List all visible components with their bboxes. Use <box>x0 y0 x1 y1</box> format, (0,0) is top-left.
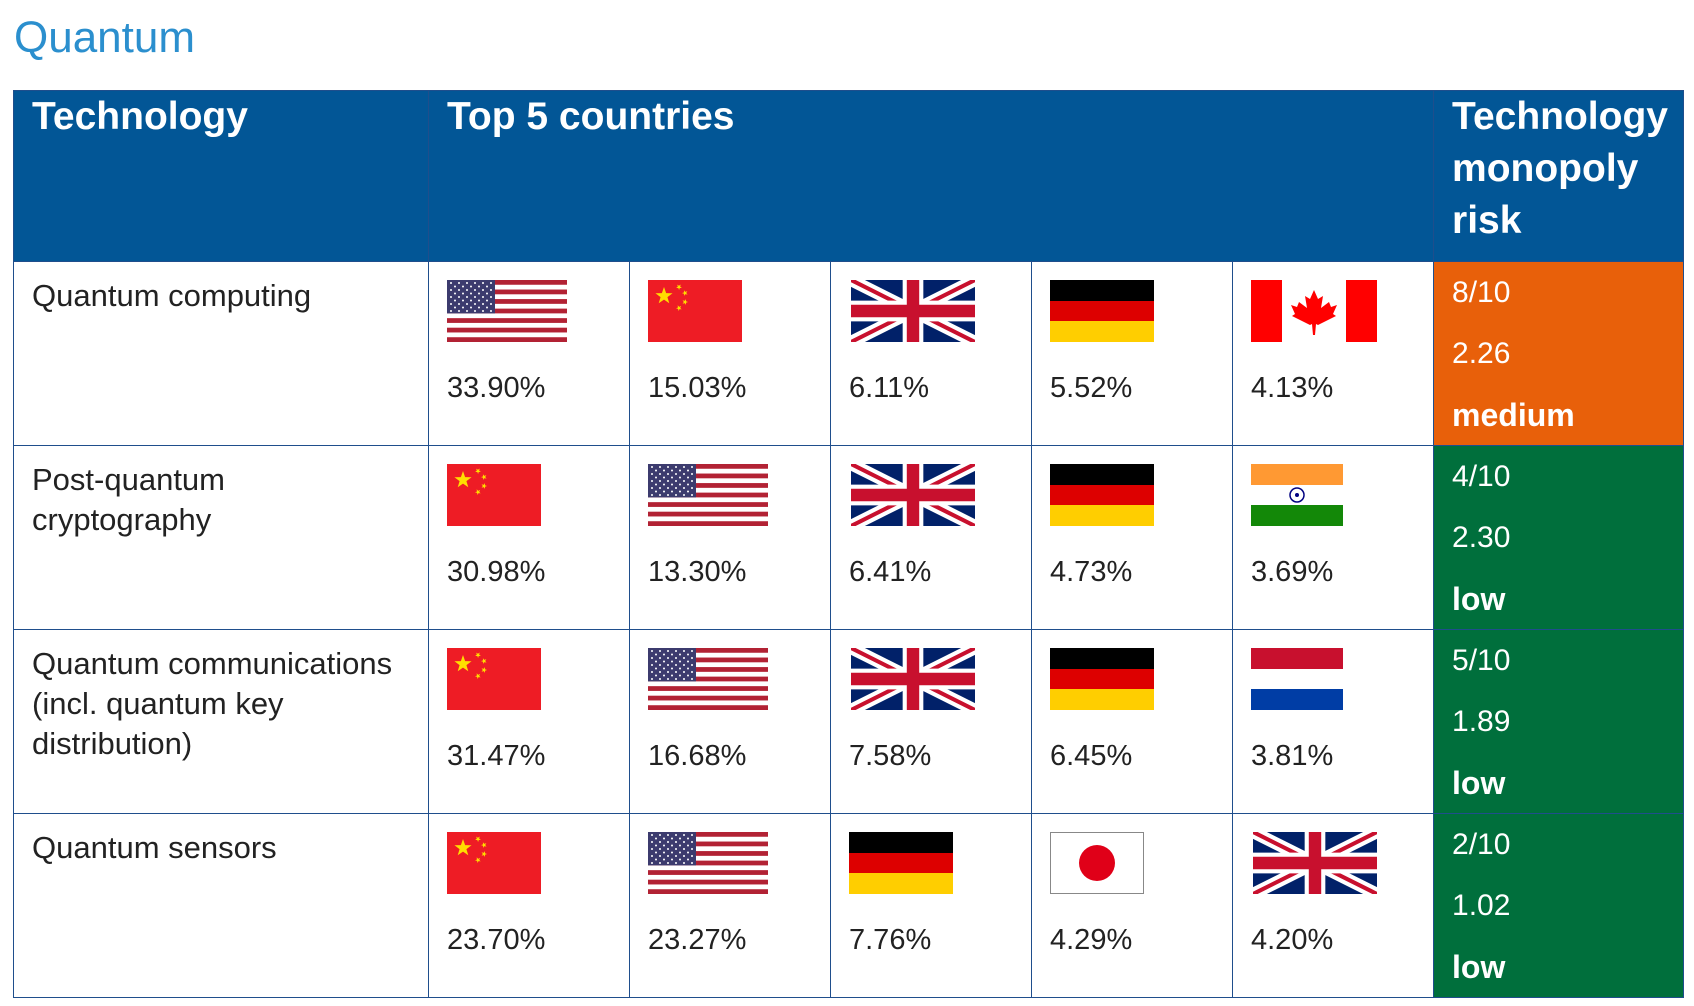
china-flag <box>447 648 611 715</box>
country-share: 30.98% <box>447 556 546 588</box>
country-share: 7.76% <box>849 924 932 956</box>
country-share: 6.11% <box>849 372 930 404</box>
technology-cell: Post-quantum cryptography <box>13 445 429 630</box>
country-cell: 6.45% <box>1031 629 1233 814</box>
risk-score: 4/10 <box>1452 460 1511 493</box>
technology-cell: Quantum computing <box>13 261 429 446</box>
risk-cell: 5/10 1.89 low <box>1433 629 1685 814</box>
country-share: 7.58% <box>849 740 932 772</box>
page-title: Quantum <box>14 13 195 62</box>
japan-flag <box>1050 832 1214 899</box>
country-cell: 6.41% <box>830 445 1032 630</box>
germany-flag <box>1050 648 1214 715</box>
country-cell: 13.30% <box>629 445 831 630</box>
country-share: 3.81% <box>1251 740 1334 772</box>
country-cell: 3.81% <box>1231 629 1435 814</box>
country-share: 15.03% <box>648 372 747 404</box>
technology-cell: Quantum communications (incl. quantum ke… <box>13 629 429 814</box>
risk-cell: 8/10 2.26 medium <box>1433 261 1685 446</box>
china-flag <box>447 832 611 899</box>
india-flag <box>1251 464 1415 531</box>
germany-flag <box>1050 464 1214 531</box>
us-flag <box>447 280 611 347</box>
country-share: 23.70% <box>447 924 546 956</box>
table-row: Post-quantum cryptography 30.98% 13.30% … <box>13 445 1685 630</box>
risk-score: 5/10 <box>1452 644 1511 677</box>
country-cell: 15.03% <box>629 261 831 446</box>
country-cell: 31.47% <box>428 629 630 814</box>
uk-flag <box>849 280 1013 347</box>
country-cell: 33.90% <box>428 261 630 446</box>
risk-ratio: 2.26 <box>1452 337 1511 370</box>
country-share: 6.45% <box>1050 740 1133 772</box>
country-cell: 7.58% <box>830 629 1032 814</box>
country-share: 4.73% <box>1050 556 1133 588</box>
risk-level: medium <box>1452 397 1575 433</box>
country-share: 13.30% <box>648 556 747 588</box>
technology-name: Quantum computing <box>32 278 312 313</box>
risk-level: low <box>1452 765 1506 801</box>
us-flag <box>648 464 812 531</box>
country-cell: 4.13% <box>1231 261 1435 446</box>
countries-header: Top 5 countries <box>427 90 1435 262</box>
country-share: 4.13% <box>1251 372 1334 404</box>
china-flag <box>648 280 812 347</box>
country-share: 4.29% <box>1050 924 1133 956</box>
risk-score: 2/10 <box>1452 828 1511 861</box>
table-row: Quantum computing 33.90% 15.03% 6.11% 5.… <box>13 261 1685 446</box>
technology-cell: Quantum sensors <box>13 813 429 998</box>
risk-level: low <box>1452 581 1506 617</box>
technology-header: Technology <box>13 90 429 262</box>
risk-ratio: 2.30 <box>1452 521 1511 554</box>
uk-flag <box>849 648 1013 715</box>
country-cell: 23.27% <box>629 813 831 998</box>
table-row: Quantum communications (incl. quantum ke… <box>13 629 1685 814</box>
country-cell: 6.11% <box>830 261 1032 446</box>
uk-flag <box>1251 832 1415 899</box>
country-share: 6.41% <box>849 556 932 588</box>
technology-name: Quantum sensors <box>32 830 277 865</box>
risk-cell: 4/10 2.30 low <box>1433 445 1685 630</box>
country-share: 23.27% <box>648 924 747 956</box>
country-share: 16.68% <box>648 740 747 772</box>
quantum-table: Technology Top 5 countries Technology mo… <box>13 90 1685 998</box>
country-cell: 16.68% <box>629 629 831 814</box>
risk-score: 8/10 <box>1452 276 1511 309</box>
table-row: Quantum sensors 23.70% 23.27% 7.76% 4.29… <box>13 813 1685 998</box>
country-cell: 4.20% <box>1231 813 1435 998</box>
risk-header: Technology monopoly risk <box>1433 90 1685 262</box>
china-flag <box>447 464 611 531</box>
country-share: 3.69% <box>1251 556 1334 588</box>
country-share: 5.52% <box>1050 372 1133 404</box>
netherlands-flag <box>1251 648 1415 715</box>
country-share: 31.47% <box>447 740 546 772</box>
us-flag <box>648 832 812 899</box>
country-cell: 30.98% <box>428 445 630 630</box>
canada-flag <box>1251 280 1415 347</box>
risk-ratio: 1.89 <box>1452 705 1511 738</box>
technology-name: Post-quantum cryptography <box>32 462 225 537</box>
country-cell: 5.52% <box>1031 261 1233 446</box>
country-cell: 3.69% <box>1231 445 1435 630</box>
country-share: 4.20% <box>1251 924 1334 956</box>
technology-name: Quantum communications (incl. quantum ke… <box>32 646 393 761</box>
header-row: Technology Top 5 countries Technology mo… <box>13 90 1685 262</box>
germany-flag <box>1050 280 1214 347</box>
us-flag <box>648 648 812 715</box>
country-cell: 4.29% <box>1031 813 1233 998</box>
country-cell: 7.76% <box>830 813 1032 998</box>
uk-flag <box>849 464 1013 531</box>
country-cell: 4.73% <box>1031 445 1233 630</box>
germany-flag <box>849 832 1013 899</box>
risk-cell: 2/10 1.02 low <box>1433 813 1685 998</box>
risk-level: low <box>1452 949 1506 985</box>
country-share: 33.90% <box>447 372 546 404</box>
risk-ratio: 1.02 <box>1452 889 1511 922</box>
country-cell: 23.70% <box>428 813 630 998</box>
